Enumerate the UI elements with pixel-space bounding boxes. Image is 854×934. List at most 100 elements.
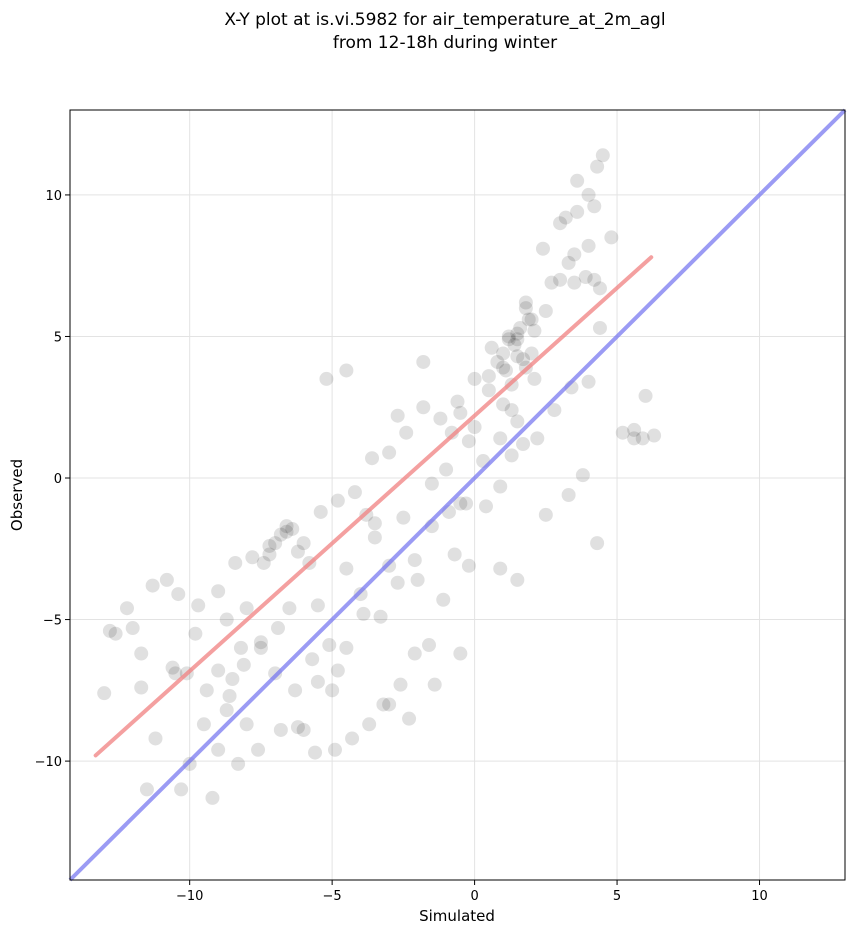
data-point xyxy=(570,173,585,188)
data-point xyxy=(168,666,183,681)
data-point xyxy=(345,731,360,746)
data-point xyxy=(367,530,382,545)
data-point xyxy=(134,680,149,695)
x-tick-label: −5 xyxy=(323,889,342,904)
data-point xyxy=(516,352,531,367)
data-point xyxy=(339,561,354,576)
data-point xyxy=(498,363,513,378)
data-point xyxy=(638,388,653,403)
data-point xyxy=(510,349,525,364)
reference-lines xyxy=(68,108,847,882)
identity-line xyxy=(68,108,847,882)
data-point xyxy=(592,281,607,296)
data-point xyxy=(330,663,345,678)
x-tick-label: 5 xyxy=(613,889,621,904)
data-point xyxy=(507,337,522,352)
data-point xyxy=(433,411,448,426)
data-point xyxy=(578,270,593,285)
data-point xyxy=(205,790,220,805)
data-point xyxy=(461,558,476,573)
data-point xyxy=(444,425,459,440)
data-point xyxy=(313,504,328,519)
data-point xyxy=(587,199,602,214)
data-points xyxy=(97,148,662,805)
chart-title-line-2: from 12-18h during winter xyxy=(333,33,557,53)
data-point xyxy=(459,496,474,511)
data-point xyxy=(97,686,112,701)
data-point xyxy=(590,536,605,551)
data-point xyxy=(587,272,602,287)
data-point xyxy=(211,742,226,757)
data-point xyxy=(553,216,568,231)
data-point xyxy=(439,462,454,477)
data-point xyxy=(416,400,431,415)
data-point xyxy=(296,536,311,551)
data-point xyxy=(493,431,508,446)
data-point xyxy=(396,510,411,525)
data-point xyxy=(165,660,180,675)
data-point xyxy=(575,468,590,483)
data-point xyxy=(347,485,362,500)
y-tick-label: 0 xyxy=(54,472,62,487)
data-point xyxy=(504,403,519,418)
data-point xyxy=(390,408,405,423)
data-point xyxy=(627,422,642,437)
data-point xyxy=(119,601,134,616)
data-point xyxy=(273,722,288,737)
data-point xyxy=(373,609,388,624)
data-point xyxy=(467,371,482,386)
y-axis-label: Observed xyxy=(8,459,26,531)
data-point xyxy=(493,479,508,494)
data-point xyxy=(376,697,391,712)
data-point xyxy=(236,657,251,672)
data-point xyxy=(647,428,662,443)
data-point xyxy=(581,374,596,389)
data-point xyxy=(496,346,511,361)
data-point xyxy=(524,346,539,361)
data-point xyxy=(382,445,397,460)
data-point xyxy=(262,538,277,553)
data-point xyxy=(134,646,149,661)
x-tick-label: −10 xyxy=(176,889,203,904)
data-point xyxy=(521,312,536,327)
data-point xyxy=(501,329,516,344)
data-point xyxy=(219,612,234,627)
data-point xyxy=(410,572,425,587)
data-point xyxy=(510,332,525,347)
data-point xyxy=(171,587,186,602)
data-point xyxy=(339,640,354,655)
data-point xyxy=(567,275,582,290)
data-point xyxy=(231,756,246,771)
data-point xyxy=(436,592,451,607)
data-point xyxy=(581,238,596,253)
data-point xyxy=(211,584,226,599)
data-point xyxy=(484,340,499,355)
data-point xyxy=(530,431,545,446)
data-point xyxy=(125,621,140,636)
data-point xyxy=(108,626,123,641)
data-point xyxy=(273,527,288,542)
data-point xyxy=(256,555,271,570)
data-point xyxy=(501,332,516,347)
data-point xyxy=(496,397,511,412)
y-tick-label: 5 xyxy=(54,330,62,345)
data-point xyxy=(159,572,174,587)
data-point xyxy=(518,295,533,310)
data-point xyxy=(527,323,542,338)
data-point xyxy=(268,536,283,551)
data-point xyxy=(461,434,476,449)
data-point xyxy=(604,230,619,245)
data-point xyxy=(493,561,508,576)
grid-lines xyxy=(70,110,845,880)
data-point xyxy=(251,742,266,757)
data-point xyxy=(308,745,323,760)
data-point xyxy=(290,544,305,559)
regression-line xyxy=(93,255,654,758)
data-point xyxy=(453,646,468,661)
data-point xyxy=(635,431,650,446)
data-point xyxy=(510,572,525,587)
data-point xyxy=(504,448,519,463)
data-point xyxy=(148,731,163,746)
y-tick-label: −10 xyxy=(35,755,62,770)
data-point xyxy=(191,598,206,613)
